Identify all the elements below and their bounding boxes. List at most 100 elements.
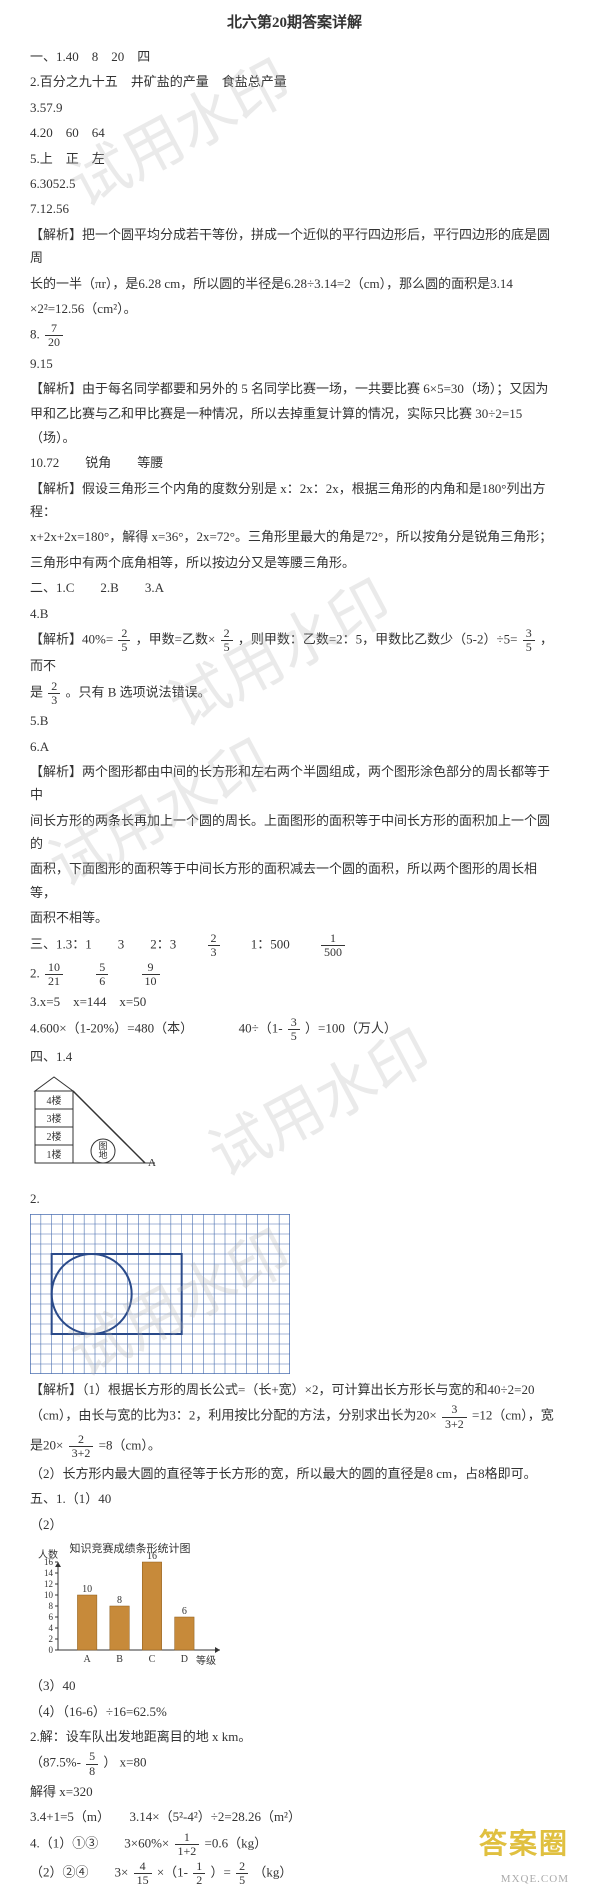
explain-line: 甲和乙比赛与乙和甲比赛是一种情况，所以去掉重复计算的情况，实际只比赛 30÷2=… xyxy=(30,402,559,449)
answer-line: 一、1.40 8 20 四 xyxy=(30,45,559,68)
answer-line: 5.上 正 左 xyxy=(30,147,559,170)
svg-text:14: 14 xyxy=(44,1568,54,1578)
svg-text:D: D xyxy=(181,1654,188,1665)
text: 【解析】40%= xyxy=(30,632,113,647)
fraction: 33+2 xyxy=(442,1403,467,1430)
svg-text:A: A xyxy=(84,1654,92,1665)
fraction: 720 xyxy=(45,322,63,349)
answer-line: 四、1.4 xyxy=(30,1045,559,1068)
explain-line: x+2x+2x=180°，解得 x=36°，2x=72°。三角形里最大的角是72… xyxy=(30,525,559,548)
answer-line: 解得 x=320 xyxy=(30,1780,559,1803)
svg-text:地: 地 xyxy=(98,1149,107,1160)
explain-line: 【解析】40%= 25 ，甲数=乙数× 25 ，则甲数：乙数=2：5，甲数比乙数… xyxy=(30,627,559,678)
text: =12（cm），宽 xyxy=(472,1408,554,1423)
answer-line: 2.百分之九十五 井矿盐的产量 食盐总产量 xyxy=(30,70,559,93)
svg-text:A: A xyxy=(148,1157,156,1169)
svg-text:3楼: 3楼 xyxy=(47,1112,62,1125)
explain-line: （2）长方形内最大圆的直径等于长方形的宽，所以最大的圆的直径是8 cm，占8格即… xyxy=(30,1462,559,1485)
answer-line: 2. 1021 56 910 xyxy=(30,961,559,988)
text: ，甲数=乙数× xyxy=(136,632,216,647)
fraction: 56 xyxy=(96,961,108,988)
explain-line: 面积不相等。 xyxy=(30,906,559,929)
text: （cm），由长与宽的比为3：2，利用按比分配的方法，分别求出长为20× xyxy=(30,1408,437,1423)
text: =8（cm）。 xyxy=(99,1437,161,1452)
svg-text:6: 6 xyxy=(49,1612,54,1622)
fraction: 23 xyxy=(208,932,220,959)
answer-line: （87.5%- 58 ） x=80 xyxy=(30,1750,559,1777)
explain-line: ×2²=12.56（cm²）。 xyxy=(30,297,559,320)
text: 是 xyxy=(30,684,43,699)
answer-line: 4.20 60 64 xyxy=(30,121,559,144)
fraction: 11+2 xyxy=(175,1831,200,1858)
answer-line: 2.解：设车队出发地距离目的地 x km。 xyxy=(30,1725,559,1748)
answer-line: 二、1.C 2.B 3.A xyxy=(30,576,559,599)
building-diagram: 4楼3楼2楼1楼A图地 xyxy=(30,1073,160,1183)
answer-line: 10.72 锐角 等腰 xyxy=(30,451,559,474)
svg-text:等级: 等级 xyxy=(196,1654,216,1667)
explain-line: 【解析】由于每名同学都要和另外的 5 名同学比赛一场，一共要比赛 6×5=30（… xyxy=(30,377,559,400)
answer-line: 8. 720 xyxy=(30,322,559,349)
svg-text:16: 16 xyxy=(147,1551,157,1562)
svg-text:12: 12 xyxy=(44,1579,53,1589)
svg-text:C: C xyxy=(149,1654,156,1665)
explain-line: 【解析】两个图形都由中间的长方形和左右两个半圆组成，两个图形涂色部分的周长都等于… xyxy=(30,760,559,807)
doc-title: 北六第20期答案详解 xyxy=(30,10,559,37)
text: 2. xyxy=(30,966,40,981)
text: （kg） xyxy=(253,1865,292,1880)
svg-text:知识竞赛成绩条形统计图: 知识竞赛成绩条形统计图 xyxy=(70,1541,191,1555)
svg-text:0: 0 xyxy=(49,1645,54,1655)
text: 1：500 xyxy=(225,936,316,951)
answer-line: 6.3052.5 xyxy=(30,172,559,195)
answer-line: 3.x=5 x=144 x=50 xyxy=(30,990,559,1013)
bar-chart: 知识竞赛成绩条形统计图0246810121416人数等级10A8B16C6D xyxy=(30,1540,230,1670)
explain-line: （cm），由长与宽的比为3：2，利用按比分配的方法，分别求出长为20× 33+2… xyxy=(30,1403,559,1430)
fraction: 58 xyxy=(86,1750,98,1777)
explain-line: 【解析】（1）根据长方形的周长公式=（长+宽）×2，可计算出长方形长与宽的和40… xyxy=(30,1378,559,1401)
explain-line: 长的一半（πr），是6.28 cm，所以圆的半径是6.28÷3.14=2（cm）… xyxy=(30,272,559,295)
answer-line: 3.57.9 xyxy=(30,96,559,119)
svg-text:人数: 人数 xyxy=(38,1548,58,1561)
fraction: 12 xyxy=(193,1860,205,1887)
answer-line: 4.B xyxy=(30,602,559,625)
answer-line: 4.600×（1-20%）=480（本） 40÷（1- 35 ）=100（万人） xyxy=(30,1016,559,1043)
svg-text:10: 10 xyxy=(82,1584,92,1595)
text: ，则甲数：乙数=2：5，甲数比乙数少（5-2）÷5= xyxy=(238,632,518,647)
explain-line: 是 23 。只有 B 选项说法错误。 xyxy=(30,680,559,707)
text: ×（1- xyxy=(157,1865,188,1880)
explain-line: 【解析】把一个圆平均分成若干等份，拼成一个近似的平行四边形后，平行四边形的底是圆… xyxy=(30,223,559,270)
fraction: 415 xyxy=(134,1860,152,1887)
fraction: 25 xyxy=(221,627,233,654)
text: ）=100（万人） xyxy=(305,1020,397,1035)
text: 三、1.3：1 3 2：3 xyxy=(30,936,202,951)
svg-text:B: B xyxy=(116,1654,123,1665)
answer-line: （2） xyxy=(30,1513,559,1536)
answer-line: 5.B xyxy=(30,709,559,732)
text: ）= xyxy=(211,1865,231,1880)
svg-text:2: 2 xyxy=(49,1634,54,1644)
svg-text:8: 8 xyxy=(117,1595,122,1606)
answer-line: 9.15 xyxy=(30,352,559,375)
text: =0.6（kg） xyxy=(205,1835,268,1850)
text: 。只有 B 选项说法错误。 xyxy=(66,684,211,699)
svg-text:4: 4 xyxy=(49,1623,54,1633)
text: ） x=80 xyxy=(103,1755,146,1770)
explain-line: 间长方形的两条长再加上一个圆的周长。上面图形的面积等于中间长方形的面积加上一个圆… xyxy=(30,809,559,856)
fraction: 23+2 xyxy=(69,1433,94,1460)
answer-line: 五、1.（1）40 xyxy=(30,1487,559,1510)
answer-line: （3）40 xyxy=(30,1674,559,1697)
explain-line: 【解析】假设三角形三个内角的度数分别是 x：2x：2x，根据三角形的内角和是18… xyxy=(30,477,559,524)
explain-line: 三角形中有两个底角相等，所以按边分又是等腰三角形。 xyxy=(30,551,559,574)
explain-line: 是20× 23+2 =8（cm）。 xyxy=(30,1433,559,1460)
fraction: 25 xyxy=(236,1860,248,1887)
fraction: 1500 xyxy=(321,932,345,959)
svg-text:8: 8 xyxy=(49,1601,54,1611)
svg-text:4楼: 4楼 xyxy=(47,1094,62,1107)
answer-line: 三、1.3：1 3 2：3 23 1：500 1500 xyxy=(30,932,559,959)
answer-line: 6.A xyxy=(30,735,559,758)
fraction: 25 xyxy=(118,627,130,654)
grid-diagram xyxy=(30,1214,290,1374)
fraction: 35 xyxy=(523,627,535,654)
text: （87.5%- xyxy=(30,1755,81,1770)
text: 是20× xyxy=(30,1437,63,1452)
text: 8. xyxy=(30,327,40,342)
